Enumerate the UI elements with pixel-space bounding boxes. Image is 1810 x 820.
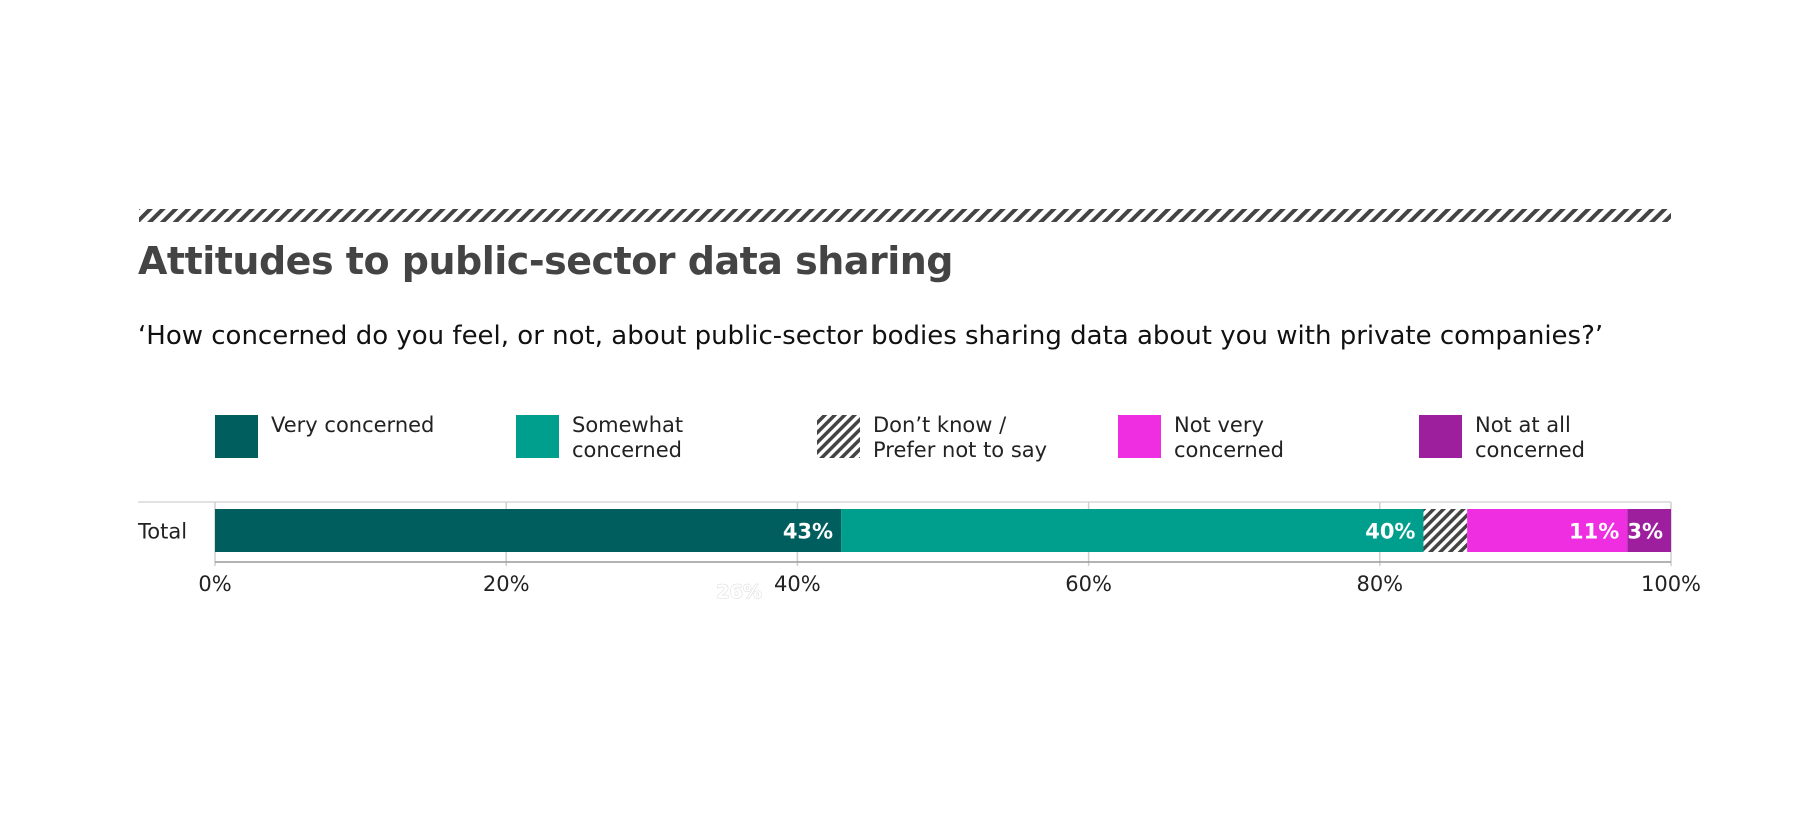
bar-don-t-know-prefer-not-to-say bbox=[1423, 509, 1468, 552]
legend-label-don-t-know-prefer-not-to-say: Don’t know / bbox=[873, 413, 1007, 437]
bar-not-at-all-concerned bbox=[1627, 509, 1671, 552]
category-label: Total bbox=[137, 520, 187, 544]
bars bbox=[215, 509, 1671, 552]
x-tick-label: 80% bbox=[1356, 572, 1403, 596]
legend-label-not-at-all-concerned: Not at all bbox=[1475, 413, 1571, 437]
legend-label-not-very-concerned: Not very bbox=[1174, 413, 1264, 437]
legend-swatch-don-t-know-prefer-not-to-say bbox=[817, 415, 860, 458]
x-tick-label: 20% bbox=[483, 572, 530, 596]
chart-subtitle: ‘How concerned do you feel, or not, abou… bbox=[138, 321, 1603, 351]
data-label-very-concerned: 43% bbox=[783, 520, 833, 544]
legend-label-somewhat-concerned: Somewhat bbox=[572, 413, 683, 437]
legend-swatch-not-very-concerned bbox=[1118, 415, 1161, 458]
x-tick-label: 100% bbox=[1641, 572, 1701, 596]
x-tick-label: 0% bbox=[198, 572, 231, 596]
legend-label-don-t-know-prefer-not-to-say: Prefer not to say bbox=[873, 438, 1047, 462]
data-label-not-very-concerned: 11% bbox=[1569, 520, 1619, 544]
data-label-somewhat-concerned: 40% bbox=[1365, 520, 1415, 544]
bar-very-concerned bbox=[215, 509, 842, 552]
legend-swatch-not-at-all-concerned bbox=[1419, 415, 1462, 458]
stray-data-label: 26% bbox=[716, 581, 761, 603]
data-labels: 43% 40% 11% 3% 26% bbox=[716, 520, 1663, 604]
data-label-not-at-all-concerned: 3% bbox=[1627, 520, 1663, 544]
x-tick-label: 60% bbox=[1065, 572, 1112, 596]
chart-title: Attitudes to public-sector data sharing bbox=[138, 239, 953, 283]
legend-label-somewhat-concerned: concerned bbox=[572, 438, 682, 462]
x-tick-label: 40% bbox=[774, 572, 821, 596]
bar-somewhat-concerned bbox=[841, 509, 1424, 552]
decorative-hatched-rule bbox=[139, 209, 1671, 222]
legend-swatch-somewhat-concerned bbox=[516, 415, 559, 458]
legend-label-not-at-all-concerned: concerned bbox=[1475, 438, 1585, 462]
x-axis: 0% 20% 40% 60% 80% 100% Total bbox=[137, 520, 1701, 597]
legend-label-not-very-concerned: concerned bbox=[1174, 438, 1284, 462]
bar-not-very-concerned bbox=[1467, 509, 1628, 552]
legend-label-very-concerned: Very concerned bbox=[271, 413, 434, 437]
legend-swatch-very-concerned bbox=[215, 415, 258, 458]
